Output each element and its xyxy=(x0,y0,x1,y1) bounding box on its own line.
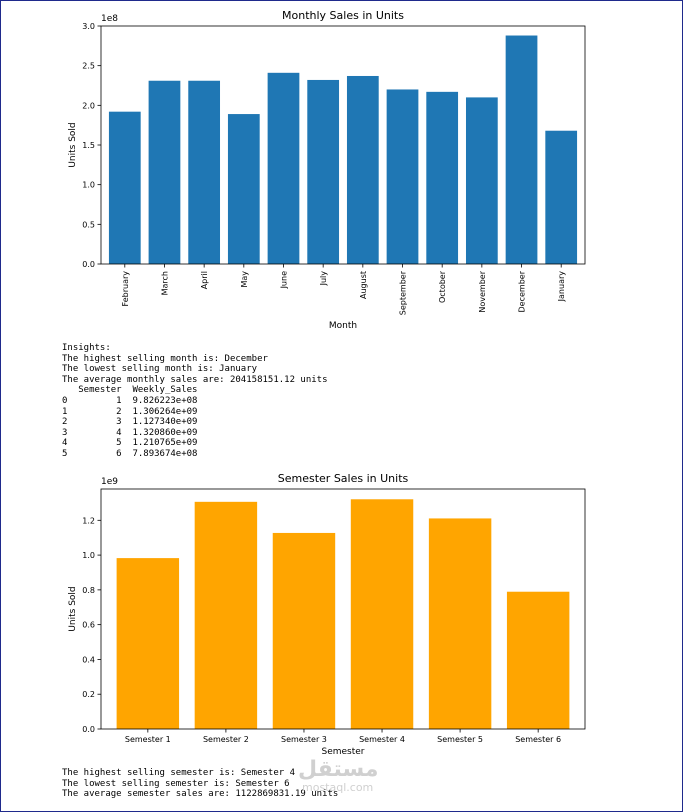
semester-insight-line: The highest selling semester is: Semeste… xyxy=(62,768,295,778)
axis-offset-label: 1e9 xyxy=(101,477,118,487)
bar xyxy=(505,35,538,264)
y-tick-label: 0.4 xyxy=(82,655,95,664)
insights-output: Insights: The highest selling month is: D… xyxy=(62,343,328,460)
insight-line: The average monthly sales are: 204158151… xyxy=(62,374,328,385)
x-tick-label: October xyxy=(438,270,447,303)
insight-line: Insights: xyxy=(62,343,111,353)
bar xyxy=(267,72,300,264)
insight-line: The lowest selling month is: January xyxy=(62,364,258,375)
semester-insight-line: The average semester sales are: 11228698… xyxy=(62,789,339,800)
x-tick-label: May xyxy=(240,271,249,288)
bar xyxy=(465,97,498,265)
x-tick-label: Semester 1 xyxy=(125,735,171,744)
y-tick-label: 0.0 xyxy=(82,725,95,734)
y-tick-label: 0.5 xyxy=(82,220,95,229)
y-tick-label: 0.8 xyxy=(82,586,95,595)
y-tick-label: 1.0 xyxy=(82,551,95,560)
insight-line: 4 5 1.210765e+09 xyxy=(62,438,198,449)
bar xyxy=(307,79,340,265)
bar xyxy=(428,518,492,729)
bar xyxy=(272,532,336,729)
y-tick-label: 2.5 xyxy=(82,62,95,71)
x-tick-label: March xyxy=(160,271,169,295)
bar xyxy=(116,558,180,729)
x-tick-label: April xyxy=(200,271,209,289)
bar xyxy=(227,114,260,264)
semester-insight-line: The lowest selling semester is: Semester… xyxy=(62,778,290,789)
x-tick-label: December xyxy=(518,270,527,312)
y-tick-label: 0.6 xyxy=(82,621,95,630)
plot-frame xyxy=(100,488,586,730)
x-tick-label: Semester 5 xyxy=(437,735,483,744)
watermark-latin: mostaql.com xyxy=(302,781,374,794)
bar xyxy=(426,91,459,264)
bar xyxy=(148,80,181,265)
bar xyxy=(194,501,258,729)
y-tick-label: 1.0 xyxy=(82,181,95,190)
y-axis-label: Units Sold xyxy=(68,586,78,631)
y-axis-label: Units Sold xyxy=(68,122,78,167)
monthly-sales-chart: Monthly Sales in Units 1e8 0.0 0.5 1.0 1.5 2.0… xyxy=(68,9,586,331)
x-tick-label: Semester 4 xyxy=(359,735,405,744)
bar xyxy=(386,89,419,264)
x-tick-label: February xyxy=(121,271,130,307)
semester-insights-output: The highest selling semester is: Semeste… xyxy=(62,768,338,800)
insight-line: 5 6 7.893674e+08 xyxy=(62,448,198,459)
x-tick-label: June xyxy=(279,271,288,290)
insight-line: 1 2 1.306264e+09 xyxy=(62,406,198,417)
chart-title: Semester Sales in Units xyxy=(278,472,409,485)
y-tick-label: 0.2 xyxy=(82,690,95,699)
x-tick-label: Semester 6 xyxy=(515,735,561,744)
x-tick-label: Semester 2 xyxy=(203,735,249,744)
insight-line: 2 3 1.127340e+09 xyxy=(62,417,198,428)
x-tick-label: August xyxy=(359,271,368,299)
y-tick-label: 1.2 xyxy=(82,516,95,525)
insight-line: 3 4 1.320860e+09 xyxy=(62,427,198,438)
watermark-logo: مستقل mostaql.com xyxy=(298,758,378,794)
chart-title: Monthly Sales in Units xyxy=(282,9,404,22)
watermark-arabic: مستقل xyxy=(298,757,379,782)
insight-line: The highest selling month is: December xyxy=(62,353,268,364)
bar xyxy=(506,591,570,729)
bar xyxy=(108,111,141,265)
x-tick-label: July xyxy=(319,271,328,287)
x-tick-label: January xyxy=(557,271,566,303)
insight-line: 0 1 9.826223e+08 xyxy=(62,395,198,406)
bar xyxy=(188,80,221,265)
x-tick-label: September xyxy=(399,270,408,315)
x-axis-label: Month xyxy=(329,321,357,331)
y-tick-label: 3.0 xyxy=(82,22,95,31)
bar xyxy=(346,75,379,264)
y-tick-label: 1.5 xyxy=(82,141,95,150)
x-tick-label: November xyxy=(478,270,487,312)
bar xyxy=(350,499,414,729)
x-axis-label: Semester xyxy=(321,747,364,757)
axis-offset-label: 1e8 xyxy=(101,14,118,24)
y-tick-label: 0.0 xyxy=(82,260,95,269)
y-tick-label: 2.0 xyxy=(82,101,95,110)
bar xyxy=(545,130,578,264)
semester-sales-chart: Semester Sales in Units 1e9 0.0 0.2 0.4 0.6 0.… xyxy=(68,472,586,757)
insight-line: Semester Weekly_Sales xyxy=(62,385,198,396)
x-tick-label: Semester 3 xyxy=(281,735,327,744)
